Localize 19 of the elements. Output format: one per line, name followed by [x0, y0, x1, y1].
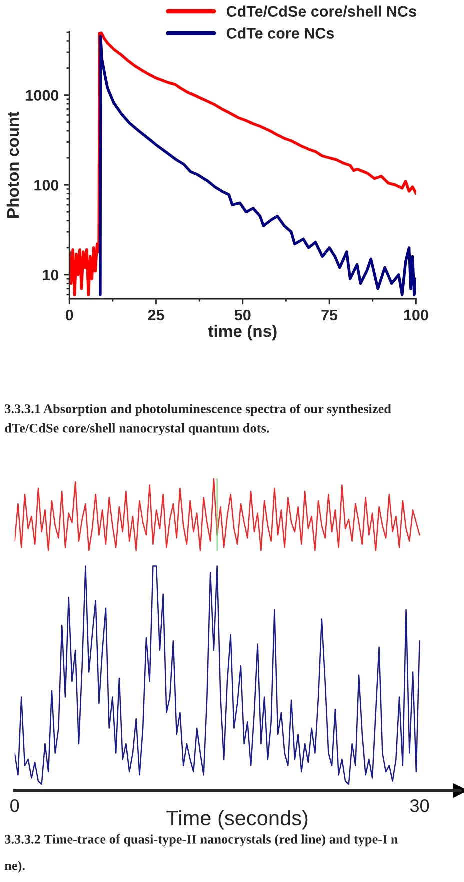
x-tick-label: 75 — [322, 310, 338, 321]
x-tick-label: 30 — [410, 800, 430, 812]
y-tick-label: 100 — [34, 180, 59, 191]
legend-label: CdTe core NCs — [226, 28, 334, 39]
y-tick-label: 10 — [43, 270, 59, 281]
y-tick-label: 1000 — [26, 90, 59, 101]
x-tick-label: 25 — [148, 310, 164, 321]
x-axis-title: time (ns) — [208, 325, 277, 341]
text: ne). — [4, 861, 25, 873]
x-tick-label: 0 — [10, 800, 20, 812]
text: dTe/CdSe core/shell nanocrystal quantum dots. — [5, 424, 270, 436]
y-axis-title: Photon count — [6, 112, 20, 218]
x-axis-title: Time (seconds) — [166, 810, 308, 830]
x-tick-label: 100 — [404, 310, 428, 321]
x-tick-label: 0 — [66, 310, 74, 321]
x-tick-label: 50 — [234, 310, 251, 321]
text: 3.3.3.1 Absorption and photoluminescence spectra of our synthesized — [5, 404, 392, 416]
text: 3.3.3.2 Time-trace of quasi-type-II nanocrystals (red line) and type-I n — [5, 834, 398, 847]
legend-label: CdTe/CdSe core/shell NCs — [226, 6, 416, 18]
